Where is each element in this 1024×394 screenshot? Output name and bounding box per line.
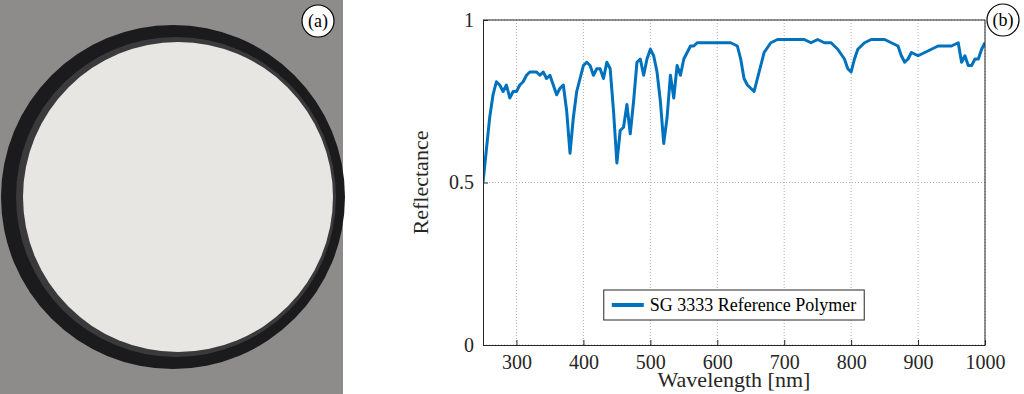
grid-line-y bbox=[483, 345, 985, 346]
data-line bbox=[483, 40, 985, 183]
panel-letter-bg bbox=[302, 5, 334, 37]
x-tick: 800 bbox=[837, 340, 867, 373]
panel-letter-bg bbox=[987, 4, 1019, 36]
data-group bbox=[483, 40, 985, 183]
panel-letter: (a) bbox=[308, 11, 328, 32]
photo-panel: (a) bbox=[0, 0, 345, 394]
x-axis-title: Wavelength [nm] bbox=[658, 367, 811, 392]
x-tick: 400 bbox=[569, 340, 599, 373]
y-tick-mark bbox=[483, 183, 488, 184]
frame-right bbox=[985, 20, 986, 345]
x-tick-label: 300 bbox=[502, 351, 532, 373]
x-tick: 300 bbox=[502, 340, 532, 373]
y-tick-label: 0 bbox=[464, 334, 474, 356]
legend-box bbox=[604, 290, 864, 320]
x-tick-label: 800 bbox=[837, 351, 867, 373]
y-axis-title: Reflectance bbox=[408, 131, 433, 235]
x-tick-mark bbox=[583, 340, 584, 345]
x-tick-label: 900 bbox=[904, 351, 934, 373]
x-tick-mark bbox=[650, 340, 651, 345]
x-tick: 900 bbox=[904, 340, 934, 373]
disc-ring bbox=[1, 25, 345, 369]
x-tick-label: 400 bbox=[569, 351, 599, 373]
grid bbox=[483, 20, 985, 345]
grid-line-y bbox=[483, 20, 985, 21]
legend-swatch bbox=[612, 303, 644, 307]
plot-background bbox=[483, 20, 985, 345]
panel-letter: (b) bbox=[993, 10, 1014, 31]
disc-surface bbox=[23, 42, 333, 352]
x-tick-mark bbox=[918, 340, 919, 345]
x-tick-mark bbox=[851, 340, 852, 345]
y-tick: 0.5 bbox=[449, 171, 488, 193]
frame-top bbox=[483, 20, 985, 21]
disc-rim bbox=[16, 37, 336, 357]
figure: (a)300400500600700800900100000.51Wavelen… bbox=[0, 0, 1024, 394]
legend-label: SG 3333 Reference Polymer bbox=[650, 295, 856, 315]
y-tick-label: 0.5 bbox=[449, 171, 474, 193]
y-axis: 00.51 bbox=[449, 9, 488, 356]
photo-background bbox=[0, 0, 343, 394]
y-tick-mark bbox=[483, 345, 488, 346]
y-tick: 0 bbox=[464, 334, 488, 356]
grid-line-x bbox=[985, 20, 986, 345]
legend: SG 3333 Reference Polymer bbox=[604, 290, 864, 320]
x-tick-mark bbox=[516, 340, 517, 345]
y-tick-label: 1 bbox=[464, 9, 474, 31]
x-axis-line bbox=[484, 345, 986, 346]
x-tick-mark bbox=[717, 340, 718, 345]
grid-line-y bbox=[483, 182, 985, 183]
x-tick-mark bbox=[784, 340, 785, 345]
x-tick-label: 1000 bbox=[966, 351, 1006, 373]
